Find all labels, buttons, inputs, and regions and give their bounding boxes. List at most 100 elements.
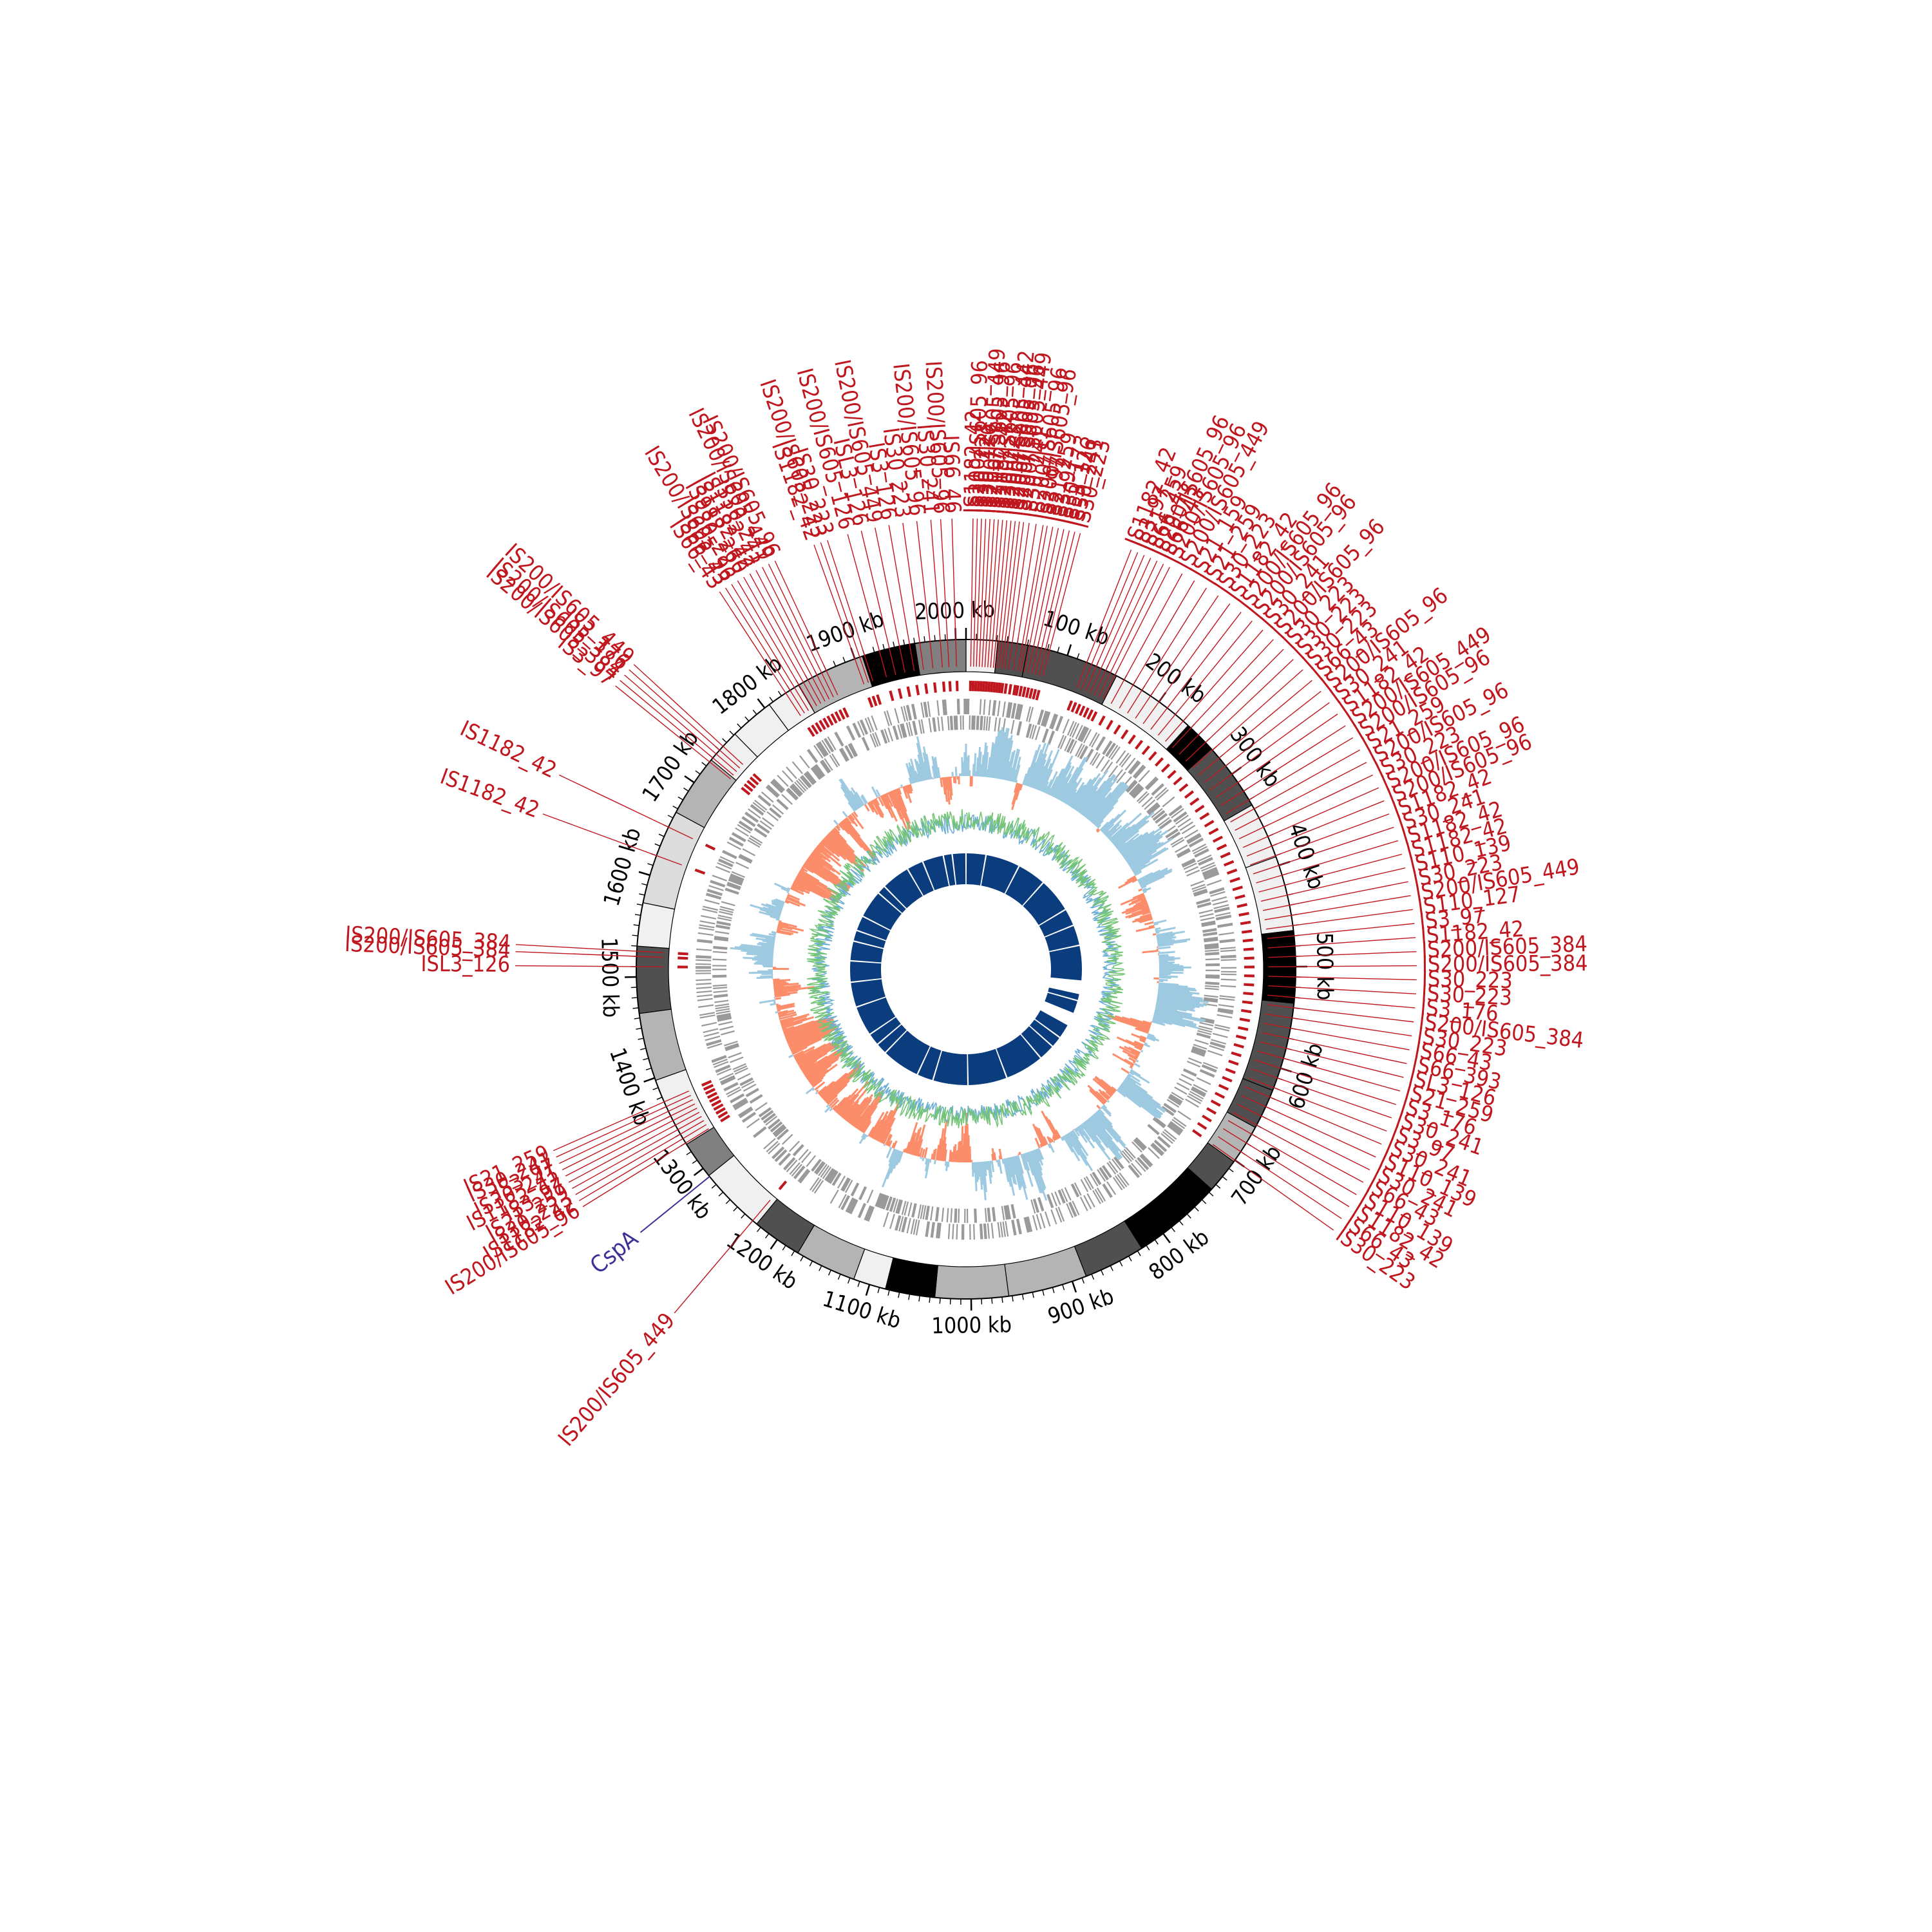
gc-skew-bar bbox=[1051, 755, 1074, 797]
gc-skew-bar bbox=[850, 1097, 873, 1126]
gene-feature bbox=[745, 811, 759, 822]
gc-skew-bar bbox=[882, 794, 891, 810]
gc-skew-bar bbox=[1153, 919, 1167, 925]
scale-tick bbox=[819, 1265, 822, 1271]
gc-skew-bar bbox=[1137, 869, 1161, 883]
gc-skew-bar bbox=[747, 951, 773, 956]
gc-skew-bar bbox=[1158, 951, 1175, 954]
gene-feature bbox=[1132, 1141, 1142, 1153]
gc-skew-bar bbox=[1047, 1143, 1052, 1149]
gc-skew-bar bbox=[1082, 773, 1115, 817]
gene-feature bbox=[1128, 783, 1140, 795]
gc-skew-bar bbox=[1125, 1039, 1143, 1048]
gene-feature bbox=[1132, 786, 1144, 798]
gc-skew-bar bbox=[1117, 1088, 1142, 1108]
gene-feature bbox=[838, 1193, 847, 1209]
gene-feature bbox=[1101, 1166, 1112, 1179]
gc-skew-bar bbox=[978, 1162, 981, 1177]
gene-feature bbox=[1202, 928, 1217, 932]
gc-skew-bar bbox=[1139, 1039, 1146, 1043]
gene-feature bbox=[1179, 1078, 1192, 1086]
gc-skew-bar bbox=[1083, 775, 1117, 817]
is-element-marker bbox=[1244, 974, 1255, 978]
gene-feature bbox=[773, 1124, 785, 1136]
gc-skew-bar bbox=[1096, 1104, 1101, 1110]
scale-tick bbox=[722, 738, 727, 743]
gene-feature bbox=[1204, 873, 1220, 880]
gc-skew-bar bbox=[815, 1089, 819, 1093]
gene-feature bbox=[872, 733, 879, 747]
gc-skew-bar bbox=[1034, 765, 1046, 790]
gc-skew-bar bbox=[1039, 762, 1053, 791]
gene-feature bbox=[742, 848, 756, 857]
is-leader-line bbox=[847, 534, 887, 677]
gene-feature bbox=[715, 1065, 730, 1072]
gc-skew-bar bbox=[1107, 824, 1122, 839]
gene-feature bbox=[1215, 1024, 1231, 1029]
gene-feature bbox=[981, 715, 983, 730]
is-element-marker bbox=[1236, 903, 1248, 908]
gc-skew-bar bbox=[809, 855, 824, 867]
gene-feature bbox=[778, 1153, 790, 1165]
gc-skew-bar bbox=[1122, 1050, 1138, 1059]
gene-feature bbox=[723, 1041, 738, 1046]
gene-feature bbox=[1067, 739, 1075, 753]
gene-feature bbox=[1183, 862, 1197, 870]
is-element-marker bbox=[1184, 790, 1195, 799]
gc-skew-bar bbox=[1154, 1010, 1204, 1023]
gene-feature bbox=[770, 807, 782, 818]
gene-feature bbox=[783, 1157, 795, 1170]
is-element-marker bbox=[822, 717, 830, 728]
gene-feature bbox=[744, 813, 759, 823]
gene-feature bbox=[1168, 1095, 1182, 1105]
gc-skew-bar bbox=[979, 1162, 983, 1190]
gene-feature bbox=[1176, 1082, 1190, 1091]
gene-feature bbox=[905, 722, 911, 737]
gc-skew-bar bbox=[776, 929, 794, 935]
gc-skew-bar bbox=[746, 952, 773, 957]
gene-feature bbox=[1115, 1175, 1125, 1189]
gene-feature bbox=[765, 786, 779, 799]
gene-feature bbox=[1130, 784, 1142, 797]
gene-feature bbox=[1214, 907, 1230, 912]
gene-feature bbox=[881, 729, 888, 744]
gene-feature bbox=[704, 899, 720, 905]
gc-skew-bar bbox=[824, 837, 853, 864]
gene-feature bbox=[1075, 724, 1083, 740]
gene-track bbox=[695, 698, 1236, 1240]
gc-skew-bar bbox=[1100, 1079, 1117, 1093]
gc-skew-bar bbox=[1094, 1112, 1126, 1149]
is-leader-line bbox=[1089, 558, 1151, 694]
gc-skew-bar bbox=[1133, 1041, 1144, 1048]
gene-feature bbox=[1192, 1046, 1207, 1052]
gc-skew-bar bbox=[1096, 819, 1104, 828]
gc-skew-bar bbox=[1098, 1088, 1110, 1100]
gene-feature bbox=[1108, 765, 1119, 778]
gene-feature bbox=[1202, 1064, 1217, 1072]
gc-skew-bar bbox=[1108, 822, 1129, 841]
gc-skew-bar bbox=[983, 746, 989, 777]
gene-feature bbox=[757, 795, 771, 807]
gc-skew-bar bbox=[781, 1021, 803, 1030]
gene-feature bbox=[1217, 1010, 1233, 1014]
gc-skew-bar bbox=[961, 757, 963, 777]
gene-feature bbox=[811, 767, 822, 779]
gc-skew-bar bbox=[1087, 1118, 1122, 1160]
is-leader-line bbox=[998, 521, 1016, 668]
is-leader-line bbox=[1209, 702, 1330, 791]
gc-skew-bar bbox=[840, 786, 858, 811]
gc-skew-bar bbox=[1142, 887, 1151, 893]
gc-skew-bar bbox=[871, 786, 879, 798]
gene-feature bbox=[1200, 1068, 1215, 1077]
gene-feature bbox=[1111, 1159, 1122, 1171]
gc-skew-bar bbox=[908, 766, 914, 784]
gene-feature bbox=[893, 725, 899, 740]
gc-skew-bar bbox=[849, 790, 862, 808]
gc-skew-bar bbox=[1118, 877, 1137, 889]
gene-feature bbox=[1197, 854, 1212, 862]
is-leader-line bbox=[762, 567, 830, 700]
gene-feature bbox=[1133, 787, 1144, 799]
gene-feature bbox=[1216, 916, 1232, 921]
gene-feature bbox=[1027, 1216, 1033, 1232]
gc-skew-bar bbox=[889, 1150, 900, 1174]
